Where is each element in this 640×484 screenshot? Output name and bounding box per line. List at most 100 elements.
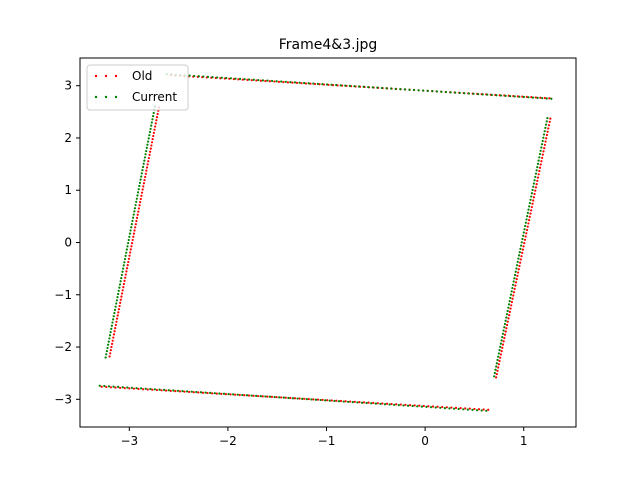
- y-tick-label: −2: [54, 340, 72, 354]
- data-point: [372, 401, 375, 405]
- data-point: [417, 89, 420, 92]
- legend-marker: [114, 95, 118, 99]
- data-point: [234, 77, 237, 80]
- data-point: [143, 178, 146, 182]
- data-point: [450, 406, 453, 409]
- data-point: [172, 389, 175, 392]
- data-point: [143, 156, 147, 159]
- data-point: [141, 169, 144, 172]
- data-point: [477, 408, 481, 411]
- data-point: [129, 248, 132, 251]
- data-point: [472, 92, 475, 95]
- data-point: [190, 390, 193, 393]
- data-point: [517, 268, 520, 271]
- data-point: [536, 179, 539, 182]
- data-point: [295, 81, 299, 85]
- data-point: [130, 223, 133, 226]
- data-point: [169, 389, 172, 392]
- data-point: [493, 371, 496, 375]
- data-point: [300, 82, 303, 85]
- data-point: [218, 392, 221, 395]
- legend-marker: [104, 74, 108, 78]
- data-point: [536, 166, 539, 169]
- data-point: [431, 405, 435, 408]
- data-point: [321, 398, 324, 401]
- data-point: [213, 392, 216, 395]
- data-point: [509, 307, 512, 310]
- data-point: [165, 389, 168, 392]
- data-point: [513, 95, 516, 98]
- data-point: [149, 150, 152, 153]
- x-tick-label: −1: [318, 434, 336, 448]
- data-point: [222, 392, 226, 395]
- data-point: [209, 391, 212, 394]
- data-point: [495, 376, 498, 379]
- data-point: [543, 96, 546, 100]
- data-point: [473, 407, 476, 411]
- chart-title: Frame4&3.jpg: [279, 37, 377, 53]
- data-point: [275, 396, 278, 399]
- data-point: [390, 87, 393, 90]
- data-point: [480, 409, 483, 412]
- data-point: [150, 144, 153, 147]
- data-point: [513, 287, 516, 291]
- data-point: [399, 403, 402, 406]
- data-point: [501, 343, 505, 346]
- data-point: [303, 397, 306, 400]
- data-point: [247, 394, 251, 397]
- data-point: [539, 163, 542, 166]
- data-point: [141, 188, 144, 191]
- data-point: [130, 241, 134, 245]
- data-point: [155, 388, 159, 392]
- data-point: [454, 91, 457, 94]
- data-point: [504, 319, 507, 322]
- data-point: [211, 76, 214, 79]
- data-point: [500, 350, 503, 353]
- data-point: [112, 336, 115, 339]
- data-point: [118, 286, 121, 289]
- data-point: [202, 75, 205, 78]
- data-point: [408, 404, 412, 407]
- data-point: [546, 130, 549, 133]
- data-point: [160, 389, 163, 392]
- data-point: [403, 88, 406, 91]
- data-point: [149, 147, 152, 150]
- data-point: [531, 188, 534, 192]
- data-point: [503, 326, 506, 329]
- data-point: [133, 229, 136, 232]
- data-point: [519, 247, 522, 250]
- data-point: [435, 90, 438, 93]
- y-tick-label: −1: [54, 288, 72, 302]
- data-point: [129, 229, 132, 232]
- data-point: [278, 396, 281, 399]
- data-point: [122, 267, 125, 270]
- data-point: [335, 83, 338, 87]
- data-point: [353, 400, 356, 403]
- data-point: [536, 176, 540, 179]
- data-point: [257, 78, 260, 82]
- data-point: [119, 280, 122, 283]
- data-point: [497, 352, 500, 355]
- data-point: [365, 401, 368, 405]
- data-point: [349, 400, 352, 403]
- data-point: [439, 406, 442, 409]
- data-point: [273, 395, 276, 399]
- data-point: [402, 404, 405, 407]
- data-point: [178, 390, 182, 393]
- data-point: [525, 228, 529, 232]
- y-tick-label: 1: [64, 183, 72, 197]
- data-point: [137, 210, 140, 213]
- data-point: [167, 389, 170, 392]
- data-point: [112, 385, 115, 388]
- data-point: [118, 283, 122, 286]
- data-point: [503, 322, 507, 326]
- points-layer: [98, 73, 553, 412]
- data-point: [120, 273, 123, 277]
- data-point: [477, 92, 480, 96]
- data-point: [113, 308, 117, 311]
- data-point: [495, 372, 498, 376]
- data-point: [138, 184, 141, 188]
- data-point: [431, 90, 434, 93]
- data-point: [142, 388, 145, 391]
- data-point: [148, 153, 151, 156]
